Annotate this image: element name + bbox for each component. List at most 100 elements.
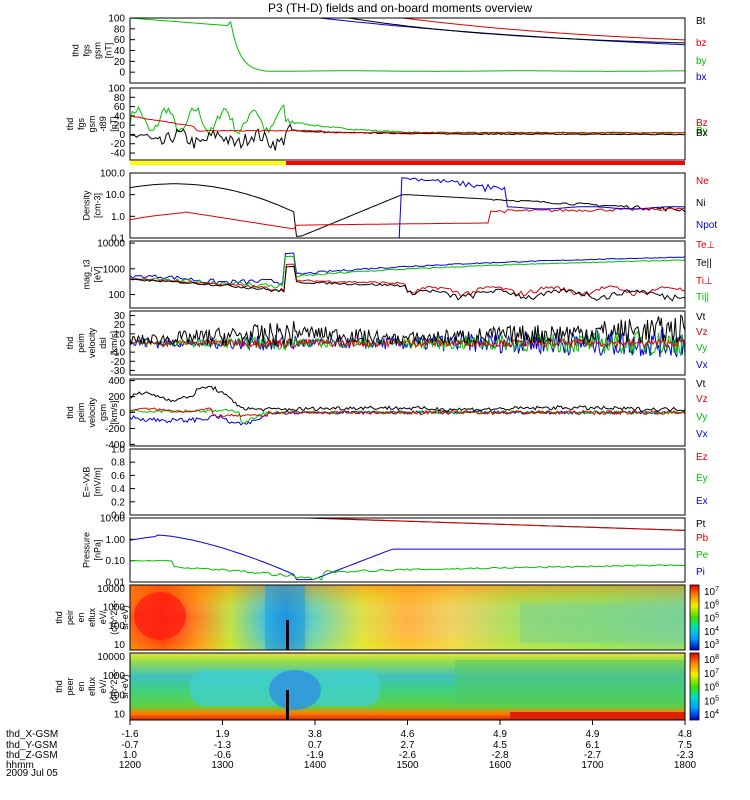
ytick-label: 0.8 [111, 458, 125, 469]
legend-ne: Ne [696, 176, 709, 187]
ion-spectrogram-gap [286, 620, 289, 650]
panel-2-frame [129, 87, 686, 161]
electron-flux-patch [455, 660, 685, 705]
ytick-label: -400 [105, 440, 125, 451]
ytick-label: 10.00 [100, 514, 125, 525]
ytick-label: 0 [119, 408, 125, 419]
ephemeris-value: -0.6 [214, 750, 232, 761]
legend-vx: Vx [696, 360, 708, 371]
ephemeris-value: 4.9 [493, 729, 507, 740]
ytick-label: 0.6 [111, 471, 125, 482]
electron-spectrogram-gap [286, 690, 289, 720]
legend-pb: Pb [696, 533, 709, 544]
ytick-label: 60 [114, 35, 126, 46]
panel-9-ylabel: eflux [87, 607, 97, 627]
ytick-label: 0.1 [111, 234, 125, 245]
ephemeris-value: 4.6 [401, 729, 415, 740]
panel-4: mag_t3 [eV] 10000 1000 100 Te⊥ Te|| Ti⊥ Ti|| [82, 239, 716, 303]
panel-6-ylabel: gsm [98, 404, 108, 421]
panel-5-frame [129, 310, 686, 376]
ytick-label: 0 [119, 68, 125, 79]
ytick-label: 0.01 [106, 578, 126, 589]
chart-title: P3 (TH-D) fields and on-board moments ov… [268, 1, 532, 15]
ephemeris-value: 4.8 [678, 729, 692, 740]
ytick-label: -10 [111, 348, 126, 359]
panel-9-ylabel: (cm^2-s- [109, 600, 119, 635]
panel-8-ylabel: [nPa] [93, 539, 103, 560]
panel-5: thd peim velocity dsl [km/s] 3020100-10-20-30… [65, 311, 708, 377]
ephemeris-value: -1.9 [306, 750, 324, 761]
series-vy-dsl [129, 331, 686, 356]
ephemeris-value: 4.9 [586, 729, 600, 740]
series-bx-res [129, 123, 686, 151]
series-vz-gsm [129, 407, 686, 418]
ytick-label: 20 [114, 320, 126, 331]
legend-bz: Bz [696, 118, 708, 129]
panel-4-ylabel: [eV] [93, 266, 103, 282]
xtick-label: 1300 [211, 760, 234, 771]
panel-6-frame [129, 378, 686, 447]
panel-10: thd peer en eflux eV/(cm^2-s-sr-eV) 10000 1000… [54, 652, 719, 721]
xtick-label: 1700 [581, 760, 604, 771]
panel-3-ylabel: Density [82, 190, 92, 221]
ytick-label: 80 [114, 93, 126, 104]
panel-3-frame [129, 172, 686, 239]
panel-7-ylabel: [mV/m] [93, 468, 103, 497]
panel-10-ylabel: en [76, 681, 86, 691]
ytick-label: 1.0 [111, 212, 125, 223]
panel-1-ylabel: gsm [93, 42, 103, 59]
ephemeris-value: 4.5 [493, 740, 507, 751]
series-vt-gsm [129, 385, 686, 413]
legend-bz: bz [696, 38, 707, 49]
series-ni [129, 183, 686, 237]
ytick-label: 40 [114, 46, 126, 57]
legend-bx: bx [696, 72, 707, 83]
panel-4-frame [129, 240, 686, 309]
ephemeris-label: thd_X-GSM [6, 729, 58, 740]
legend-by: By [696, 126, 708, 137]
ephemeris-value: -1.3 [214, 740, 232, 751]
ephemeris-value: -2.8 [491, 750, 509, 761]
colorbar [689, 584, 700, 651]
ephemeris-value: 3.8 [308, 729, 322, 740]
panel-2-ylabel: gsm [87, 115, 97, 132]
panel-9-ylabel: eV/ [98, 610, 108, 624]
panel-10-ylabel: sr-eV) [120, 674, 130, 699]
xaxis-label: hhmm [6, 760, 34, 771]
ytick-label: 10000 [97, 239, 125, 250]
series-pt [130, 517, 686, 531]
ephemeris-value: -0.7 [121, 740, 139, 751]
ytick-label: 1.00 [106, 535, 126, 546]
panel-7: E=-VxB [mV/m] 1.0 0.8 0.6 0.4 0.2 0.0 Ez Ey Ex [82, 445, 708, 522]
ytick-label: 20 [114, 57, 126, 68]
colorbar-label: 107 [704, 586, 719, 598]
ephemeris-value: 1.9 [216, 729, 230, 740]
xtick-label: 1800 [674, 760, 697, 771]
ytick-label: 100.0 [100, 169, 125, 180]
date-label: 2009 Jul 05 [6, 768, 58, 779]
ytick-label: 80 [114, 24, 126, 35]
panel-9-frame [129, 584, 686, 651]
time-axis: thd_X-GSM -1.6 1.9 3.8 4.6 4.9 4.9 4.8 thd_Y-GSM… [6, 720, 697, 779]
ytick-label: 100 [108, 14, 125, 25]
panel-2-ylabel: -t89 [98, 116, 108, 132]
ion-flux-peak [134, 592, 186, 640]
ephemeris-value: -1.6 [121, 729, 139, 740]
ytick-label: 0 [119, 339, 125, 350]
colorbar-label: 104 [704, 709, 719, 721]
ephemeris-label: thd_Z-GSM [6, 750, 58, 761]
panel-6-ylabel: thd [65, 406, 75, 419]
electron-flux-high-band [510, 712, 685, 720]
legend-te||: Te|| [696, 258, 712, 269]
panel-1-ylabel: fgs [82, 44, 92, 57]
colorbar-label: 103 [704, 639, 719, 651]
panel-10-ylabel: thd [54, 680, 64, 693]
ytick-label: 10000 [97, 652, 125, 663]
panel-5-ylabel: dsl [98, 337, 108, 349]
legend-vx: Vx [696, 429, 708, 440]
legend-ey: Ey [696, 473, 708, 484]
ytick-label: 1000 [103, 671, 126, 682]
panel-9-ylabel: peir [65, 610, 75, 625]
